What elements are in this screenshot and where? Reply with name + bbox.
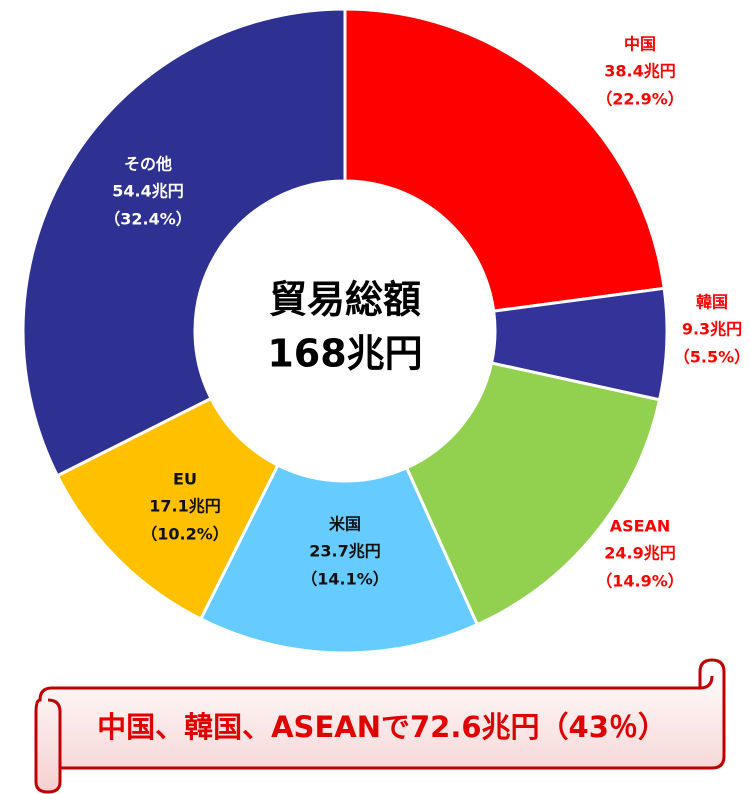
percent-label: （22.9%） xyxy=(596,90,684,109)
center-label: 貿易総額 xyxy=(269,278,421,322)
slice-name: 中国 xyxy=(624,35,656,54)
donut-slice xyxy=(404,361,662,627)
percent-label: （14.9%） xyxy=(596,572,684,591)
donut-slice xyxy=(343,7,666,313)
slice-name: 韓国 xyxy=(696,293,728,312)
value-label: 54.4兆円 xyxy=(112,182,183,201)
value-label: 9.3兆円 xyxy=(682,320,742,339)
slice-name: その他 xyxy=(124,155,172,174)
value-label: 17.1兆円 xyxy=(149,497,220,516)
percent-label: （14.1%） xyxy=(301,570,389,589)
banner: 中国、韓国、ASEANで72.6兆円（43％） xyxy=(34,658,726,794)
percent-label: （5.5%） xyxy=(674,348,750,367)
percent-label: （10.2%） xyxy=(141,525,229,544)
slice-name: ASEAN xyxy=(610,517,671,536)
donut-slice xyxy=(21,7,347,478)
value-label: 23.7兆円 xyxy=(309,542,380,561)
value-label: 24.9兆円 xyxy=(604,544,675,563)
percent-label: （32.4%） xyxy=(104,210,192,229)
slice-name: EU xyxy=(173,470,197,489)
donut-slice xyxy=(198,463,480,655)
slice-name: 米国 xyxy=(329,515,361,534)
center-label: 168兆円 xyxy=(267,332,422,376)
annotation: 中国、韓国、ASEANで72.6兆円（43％） xyxy=(97,710,667,744)
value-label: 38.4兆円 xyxy=(604,62,675,81)
